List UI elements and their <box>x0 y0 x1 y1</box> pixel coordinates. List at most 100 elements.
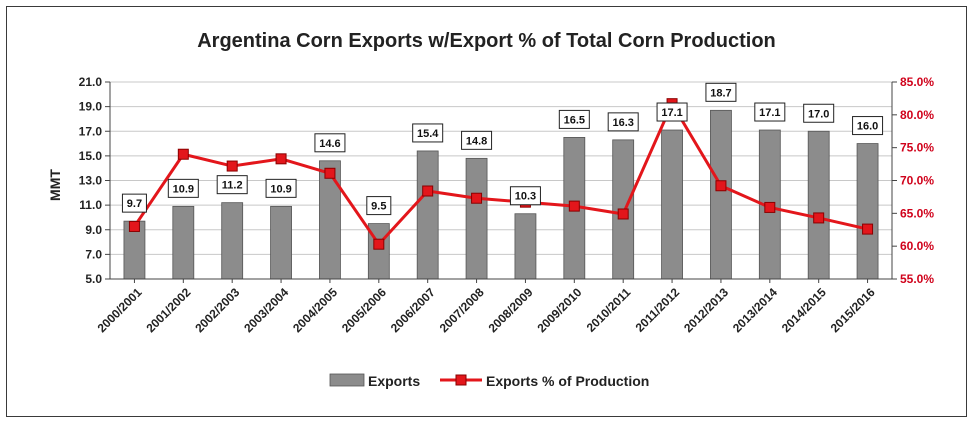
exports-bar <box>270 205 292 280</box>
export-share-marker <box>471 192 483 204</box>
export-share-marker <box>617 208 629 220</box>
data-label-box <box>461 130 493 150</box>
exports-bars <box>123 109 879 280</box>
data-label: 16.3 <box>612 117 633 129</box>
data-label-box <box>558 109 590 129</box>
data-label-box <box>265 178 297 198</box>
export-share-marker <box>373 238 385 250</box>
data-label: 14.8 <box>466 135 487 147</box>
data-label: 18.7 <box>710 87 731 99</box>
export-share-marker <box>324 167 336 179</box>
data-label-box <box>167 178 199 198</box>
exports-bar <box>661 129 683 280</box>
y-tick-label: 7.0 <box>85 247 102 261</box>
y2-tick-label: 60.0% <box>900 239 934 253</box>
export-share-marker <box>813 212 825 224</box>
data-label-box <box>852 116 884 136</box>
y2-tick-label: 70.0% <box>900 174 934 188</box>
legend: Exports Exports % of Production <box>329 373 649 389</box>
export-share-marker <box>862 223 874 235</box>
x-tick-label: 2001/2002 <box>143 285 193 335</box>
data-label-box <box>509 186 541 206</box>
axes <box>105 81 897 283</box>
y-tick-label: 13.0 <box>79 174 103 188</box>
y-tick-label: 11.0 <box>79 198 102 212</box>
export-share-polyline <box>133 102 868 246</box>
data-label-box <box>803 103 835 123</box>
data-label: 11.2 <box>222 180 243 192</box>
y2-tick-label: 85.0% <box>900 75 934 89</box>
y2-tick-label: 65.0% <box>900 206 934 220</box>
y-axis-title: MMT <box>47 169 63 201</box>
exports-bar <box>416 150 439 280</box>
data-label: 10.9 <box>173 183 194 195</box>
legend-share-label: Exports % of Production <box>486 373 649 389</box>
exports-bar <box>514 213 537 280</box>
data-label: 10.9 <box>270 183 291 195</box>
legend-share-marker <box>455 374 467 386</box>
legend-exports-swatch <box>329 373 365 387</box>
y-tick-label: 15.0 <box>79 149 103 163</box>
y-tick-label: 9.0 <box>85 223 102 237</box>
x-tick-label: 2010/2011 <box>584 285 634 335</box>
data-label: 16.5 <box>564 114 585 126</box>
legend-exports-label: Exports <box>368 373 420 389</box>
data-label-box <box>656 102 688 122</box>
exports-bar <box>710 109 732 280</box>
data-label-box <box>314 133 346 153</box>
data-label-box <box>366 196 392 216</box>
y-tick-label: 5.0 <box>85 272 102 286</box>
data-label: 15.4 <box>417 128 439 140</box>
data-label: 17.1 <box>661 107 682 119</box>
x-tick-label: 2009/2010 <box>534 285 584 335</box>
data-label-box <box>607 112 639 132</box>
y-tick-label: 19.0 <box>79 100 103 114</box>
y2-tick-label: 55.0% <box>900 272 934 286</box>
export-share-marker <box>275 153 287 165</box>
y2-tick-label: 75.0% <box>900 141 934 155</box>
x-tick-label: 2004/2005 <box>290 285 340 335</box>
y-tick-label: 21.0 <box>79 75 103 89</box>
exports-bar <box>856 143 879 280</box>
x-tick-label: 2014/2015 <box>779 285 829 335</box>
x-tick-label: 2003/2004 <box>241 285 291 335</box>
y-tick-label: 17.0 <box>79 124 103 138</box>
data-label-box <box>754 102 786 122</box>
export-share-marker <box>177 148 189 160</box>
x-tick-label: 2013/2014 <box>730 285 780 335</box>
exports-bar <box>465 157 488 280</box>
data-label-box <box>412 123 444 143</box>
x-tick-label: 2005/2006 <box>339 285 389 335</box>
x-tick-label: 2000/2001 <box>95 285 145 335</box>
export-share-marker <box>764 201 776 213</box>
x-tick-label: 2007/2008 <box>437 285 487 335</box>
y2-tick-label: 80.0% <box>900 108 934 122</box>
data-label: 9.5 <box>371 201 386 213</box>
exports-bar <box>807 130 830 280</box>
export-share-marker <box>226 160 238 172</box>
exports-bar <box>172 205 195 280</box>
data-labels: 9.7 10.9 11.2 10.9 14.6 9.5 15.4 14.8 10.3 16.5 16… <box>121 82 884 216</box>
data-label-box <box>705 82 737 102</box>
exports-bar <box>221 202 244 280</box>
x-tick-label: 2015/2016 <box>828 285 878 335</box>
data-label-box <box>216 175 248 195</box>
x-tick-label: 2002/2003 <box>192 285 242 335</box>
data-label: 17.0 <box>808 108 829 120</box>
x-tick-label: 2006/2007 <box>388 285 438 335</box>
data-label: 16.0 <box>857 121 878 133</box>
export-share-marker <box>422 185 434 197</box>
x-tick-label: 2012/2013 <box>681 285 731 335</box>
chart-title: Argentina Corn Exports w/Export % of Tot… <box>197 30 776 52</box>
data-label: 10.3 <box>515 191 536 203</box>
export-share-marker <box>568 200 580 212</box>
data-label-box <box>121 193 147 213</box>
export-share-marker <box>128 220 140 232</box>
data-label: 17.1 <box>759 107 780 119</box>
export-share-marker <box>715 180 727 192</box>
x-tick-label: 2011/2012 <box>633 285 683 335</box>
data-label: 9.7 <box>127 198 142 210</box>
data-label: 14.6 <box>319 138 340 150</box>
x-tick-label: 2008/2009 <box>486 285 536 335</box>
